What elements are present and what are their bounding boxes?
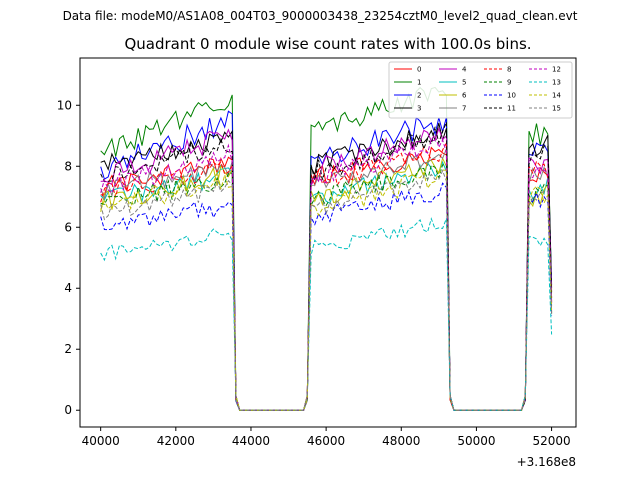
legend-label-15: 15 [552, 105, 561, 113]
y-tick-label: 2 [64, 342, 72, 356]
legend-label-7: 7 [462, 105, 466, 113]
legend-box [388, 61, 573, 119]
legend-label-9: 9 [507, 79, 511, 87]
y-tick-label: 8 [64, 159, 72, 173]
series-line-11 [100, 122, 553, 411]
suptitle: Data file: modeM0/AS1A08_004T03_90000034… [63, 9, 578, 23]
series-line-9 [100, 164, 553, 411]
y-tick-label: 0 [64, 403, 72, 417]
legend-label-10: 10 [507, 92, 516, 100]
x-tick-label: 52000 [532, 434, 570, 448]
y-tick-label: 10 [57, 98, 72, 112]
legend-label-6: 6 [462, 92, 467, 100]
y-axis: 0 2 4 6 8 10 [57, 98, 80, 417]
legend-label-14: 14 [552, 92, 561, 100]
chart-title: Quadrant 0 module wise count rates with … [124, 35, 531, 53]
x-tick-label: 44000 [232, 434, 270, 448]
series-line-13 [100, 217, 553, 411]
x-tick-label: 42000 [157, 434, 195, 448]
legend-label-12: 12 [552, 66, 561, 74]
legend-label-4: 4 [462, 66, 467, 74]
y-tick-label: 6 [64, 220, 72, 234]
x-tick-label: 48000 [382, 434, 420, 448]
plot-lines [100, 86, 553, 411]
axes-frame [79, 57, 577, 428]
legend-label-1: 1 [417, 79, 421, 87]
y-tick-label: 4 [64, 281, 72, 295]
legend-label-5: 5 [462, 79, 466, 87]
x-axis: 40000 42000 44000 46000 48000 50000 52000 [82, 427, 571, 448]
legend-label-11: 11 [507, 105, 516, 113]
legend-label-8: 8 [507, 66, 511, 74]
x-offset-text: +3.168e8 [517, 455, 576, 469]
legend-label-2: 2 [417, 92, 421, 100]
legend-label-3: 3 [417, 105, 421, 113]
x-tick-label: 40000 [82, 434, 120, 448]
legend-label-0: 0 [417, 66, 421, 74]
x-tick-label: 46000 [307, 434, 345, 448]
legend-label-13: 13 [552, 79, 561, 87]
series-line-15 [100, 169, 553, 411]
x-tick-label: 50000 [457, 434, 495, 448]
